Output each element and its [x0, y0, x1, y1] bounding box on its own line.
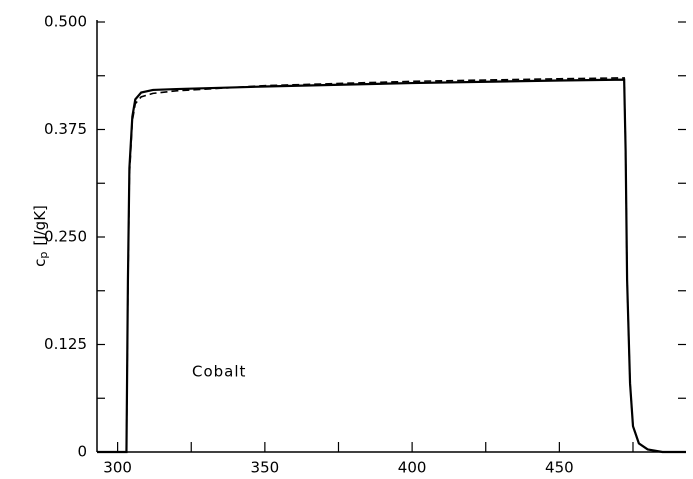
y-label-sub: p	[37, 252, 50, 259]
y-label-unit: [J/gK]	[31, 205, 49, 246]
x-tick-label: 400	[398, 459, 427, 477]
x-tick-label: 300	[103, 459, 132, 477]
y-axis-label: cp [J/gK]	[31, 205, 51, 267]
annotation: Cobalt	[192, 363, 246, 381]
y-tick-label: 0.125	[44, 335, 87, 353]
y-tick-label: 0.500	[44, 13, 87, 31]
x-tick-label: 450	[545, 459, 574, 477]
y-tick-label: 0.250	[44, 228, 87, 246]
x-tick-label: 350	[251, 459, 280, 477]
data-line	[97, 77, 686, 453]
y-tick-label: 0	[77, 443, 87, 461]
data-line	[97, 78, 686, 454]
y-tick-label: 0.375	[44, 120, 87, 138]
y-label-main: c	[31, 259, 49, 267]
